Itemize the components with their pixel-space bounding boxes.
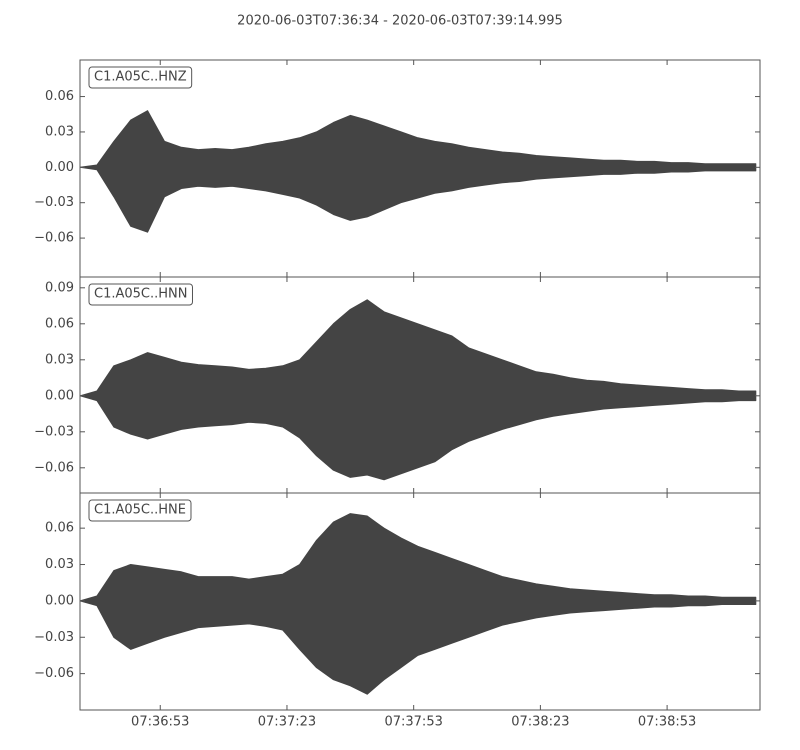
plot-frame: [79, 492, 761, 711]
x-tick-label: 07:37:53: [384, 715, 442, 730]
y-tick-label: 0.06: [45, 316, 74, 331]
x-tick-label: 07:38:23: [511, 715, 569, 730]
y-tick-label: −0.06: [34, 231, 74, 246]
trace-label-box: [88, 499, 192, 522]
trace-label-box: [88, 66, 193, 89]
y-tick-label: 0.00: [45, 593, 74, 608]
trace-label: C1.A05C..HNZ: [94, 70, 187, 85]
y-tick-label: 0.00: [45, 160, 74, 175]
trace-label-box: [88, 283, 193, 306]
y-tick-label: 0.03: [45, 124, 74, 139]
y-tick-label: 0.03: [45, 557, 74, 572]
waveform: [79, 513, 757, 695]
waveform: [79, 110, 757, 233]
y-tick-label: 0.00: [45, 388, 74, 403]
y-tick-label: 0.06: [45, 89, 74, 104]
chart-title: 2020-06-03T07:36:34 - 2020-06-03T07:39:1…: [237, 14, 563, 29]
y-tick-label: −0.03: [34, 195, 74, 210]
y-tick-label: 0.03: [45, 352, 74, 367]
trace-label: C1.A05C..HNN: [94, 287, 187, 302]
waveform: [79, 299, 757, 481]
y-tick-label: −0.06: [34, 666, 74, 681]
y-tick-label: −0.03: [34, 630, 74, 645]
x-tick-label: 07:36:53: [131, 715, 189, 730]
x-tick-label: 07:38:53: [638, 715, 696, 730]
y-tick-label: −0.06: [34, 460, 74, 475]
y-tick-label: −0.03: [34, 424, 74, 439]
x-tick-label: 07:37:23: [258, 715, 316, 730]
y-tick-label: 0.06: [45, 521, 74, 536]
y-tick-label: 0.09: [45, 280, 74, 295]
trace-label: C1.A05C..HNE: [94, 503, 186, 518]
